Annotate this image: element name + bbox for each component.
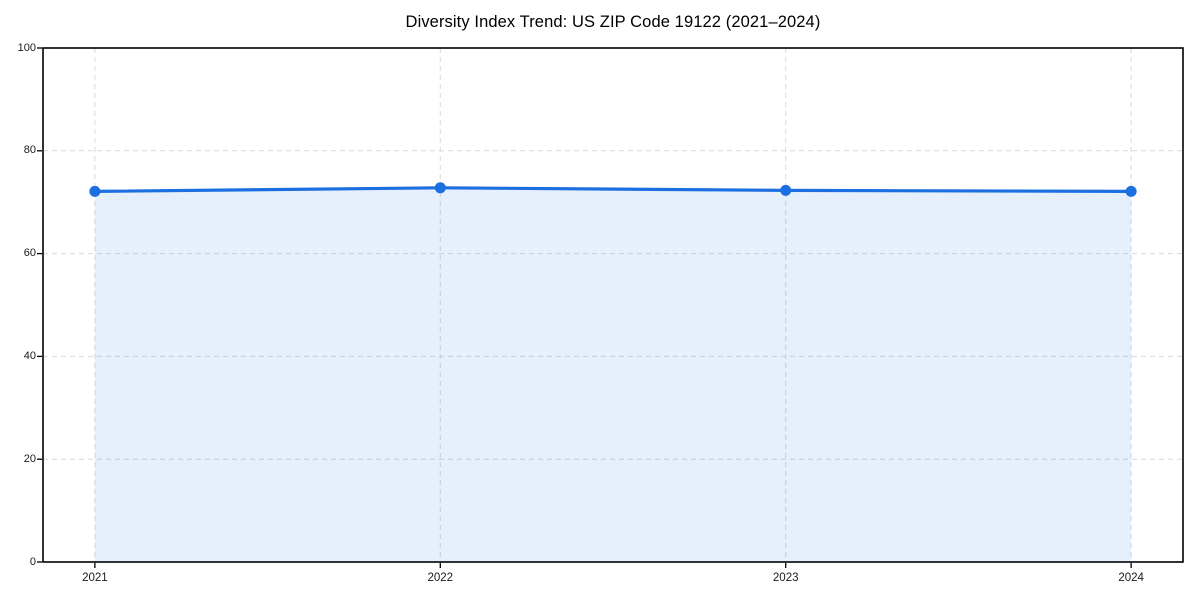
y-tick-label: 60	[23, 247, 36, 260]
y-tick-label: 80	[23, 144, 36, 157]
plot-area	[37, 47, 1184, 568]
area-fill	[94, 187, 1132, 563]
x-tick-label: 2023	[772, 572, 799, 584]
y-tick-label: 100	[17, 41, 36, 54]
chart-canvas	[37, 47, 1184, 568]
y-tick-label: 40	[23, 349, 36, 362]
y-tick-label: 20	[23, 452, 36, 465]
data-point	[780, 184, 792, 196]
data-point	[89, 185, 101, 197]
x-tick-label: 2021	[82, 572, 108, 584]
x-tick-label: 2024	[1118, 572, 1144, 584]
x-tick-label: 2022	[427, 572, 454, 584]
trend-line	[93, 186, 1133, 194]
plot-spines	[42, 47, 1184, 563]
chart-title: Diversity Index Trend: US ZIP Code 19122…	[405, 13, 821, 31]
data-point	[1125, 185, 1137, 197]
data-point	[434, 182, 446, 194]
y-tick-label: 0	[29, 555, 36, 568]
